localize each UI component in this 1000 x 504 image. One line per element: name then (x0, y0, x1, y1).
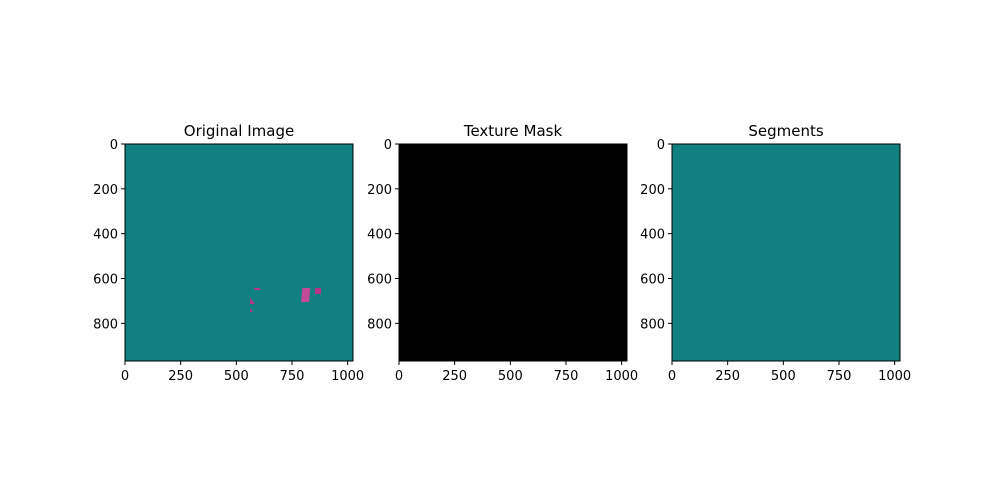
axes-frame (398, 143, 628, 362)
y-tick-label: 400 (367, 228, 392, 243)
x-tick-label: 1000 (878, 369, 911, 384)
x-tick-label: 750 (280, 369, 305, 384)
x-tick-label: 750 (827, 369, 852, 384)
y-tick-label: 800 (93, 317, 118, 332)
mask-image (399, 144, 627, 361)
panel-title: Original Image (184, 122, 294, 140)
x-axis: 0 250 500 750 1000 (395, 361, 638, 384)
x-tick-label: 250 (168, 369, 193, 384)
y-tick-label: 0 (110, 138, 118, 153)
y-tick-label: 200 (367, 183, 392, 198)
x-tick-label: 500 (224, 369, 249, 384)
pattern-shape (250, 308, 253, 312)
x-axis: 0 250 500 750 1000 (121, 361, 364, 384)
panel-texture-mask: Texture Mask 0 250 500 750 1000 0 200 400 600 80… (367, 122, 638, 384)
axes-frame (124, 143, 354, 362)
x-tick-label: 250 (715, 369, 740, 384)
x-tick-label: 1000 (605, 369, 638, 384)
image-pattern (250, 288, 321, 312)
panel-original-image: Original Image 0 250 500 750 1000 0 200 400 600… (93, 122, 364, 384)
pattern-shape (315, 288, 321, 294)
x-tick-label: 0 (121, 369, 129, 384)
x-tick-label: 0 (668, 369, 676, 384)
pattern-shape (253, 288, 261, 290)
panel-segments: Segments 0 250 500 750 1000 0 200 400 600 800 (640, 122, 911, 384)
y-axis: 0 200 400 600 800 (640, 138, 672, 332)
y-tick-label: 200 (640, 183, 665, 198)
y-axis: 0 200 400 600 800 (367, 138, 399, 332)
y-tick-label: 800 (640, 317, 665, 332)
x-tick-label: 500 (771, 369, 796, 384)
x-tick-label: 1000 (331, 369, 364, 384)
y-tick-label: 200 (93, 183, 118, 198)
panel-title: Segments (748, 122, 824, 140)
x-tick-label: 750 (554, 369, 579, 384)
y-tick-label: 600 (367, 273, 392, 288)
image-background (672, 144, 900, 361)
x-tick-label: 500 (498, 369, 523, 384)
y-tick-label: 0 (657, 138, 665, 153)
x-axis: 0 250 500 750 1000 (668, 361, 911, 384)
y-tick-label: 600 (640, 273, 665, 288)
axes-frame (671, 143, 901, 362)
image-background (125, 144, 353, 361)
y-axis: 0 200 400 600 800 (93, 138, 125, 332)
x-tick-label: 250 (442, 369, 467, 384)
panel-title: Texture Mask (463, 122, 563, 140)
y-tick-label: 400 (93, 228, 118, 243)
y-tick-label: 0 (384, 138, 392, 153)
y-tick-label: 800 (367, 317, 392, 332)
y-tick-label: 400 (640, 228, 665, 243)
x-tick-label: 0 (395, 369, 403, 384)
pattern-shape (301, 288, 311, 302)
y-tick-label: 600 (93, 273, 118, 288)
